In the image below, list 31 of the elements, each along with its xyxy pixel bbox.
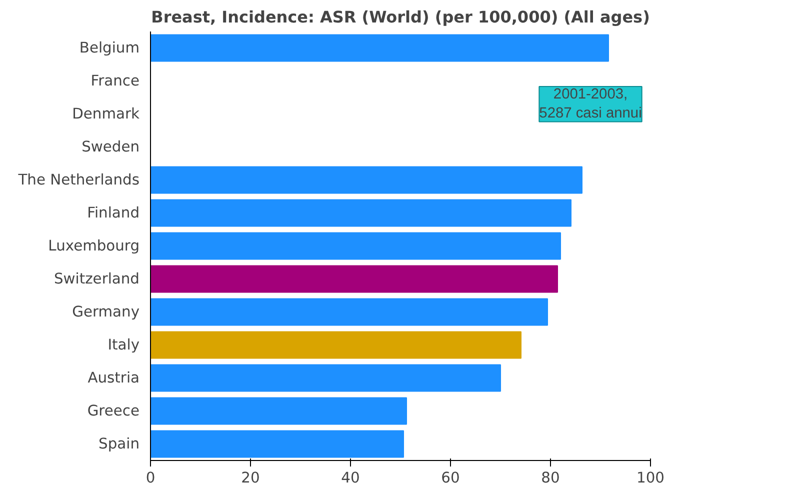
- y-tick-label: The Netherlands: [17, 172, 140, 188]
- bar: [150, 397, 407, 425]
- x-tick-label: 80: [541, 470, 560, 486]
- annotation: 2001-2003, 5287 casi annui: [539, 86, 642, 122]
- bar: [150, 265, 558, 293]
- bar: [150, 199, 572, 227]
- bar: [150, 298, 548, 326]
- y-tick-label: Switzerland: [54, 270, 140, 288]
- bar: [150, 331, 522, 359]
- y-tick-label: Sweden: [82, 138, 140, 156]
- x-tick-label: 20: [241, 470, 260, 486]
- y-tick-label: Spain: [98, 436, 140, 452]
- chart-title: Breast, Incidence: ASR (World) (per 100,000) (All ages): [151, 8, 650, 26]
- x-tick-label: 100: [636, 470, 664, 486]
- y-tick-label: Finland: [87, 204, 140, 222]
- x-tick-label: 60: [441, 470, 460, 486]
- bar: [150, 166, 582, 194]
- bar: [150, 364, 501, 392]
- y-tick-label: Austria: [88, 370, 140, 386]
- y-tick-label: Germany: [72, 304, 140, 320]
- y-tick-label: France: [90, 72, 140, 90]
- y-tick-label: Luxembourg: [48, 238, 140, 254]
- y-tick-label: Italy: [108, 336, 140, 354]
- bar: [150, 430, 404, 458]
- bar: [150, 34, 609, 62]
- x-tick-label: 0: [146, 470, 156, 486]
- y-tick-label: Belgium: [79, 40, 140, 56]
- bar: [150, 232, 561, 260]
- x-tick-label: 40: [341, 470, 360, 486]
- y-tick-label: Denmark: [72, 106, 140, 122]
- y-tick-label: Greece: [87, 402, 140, 420]
